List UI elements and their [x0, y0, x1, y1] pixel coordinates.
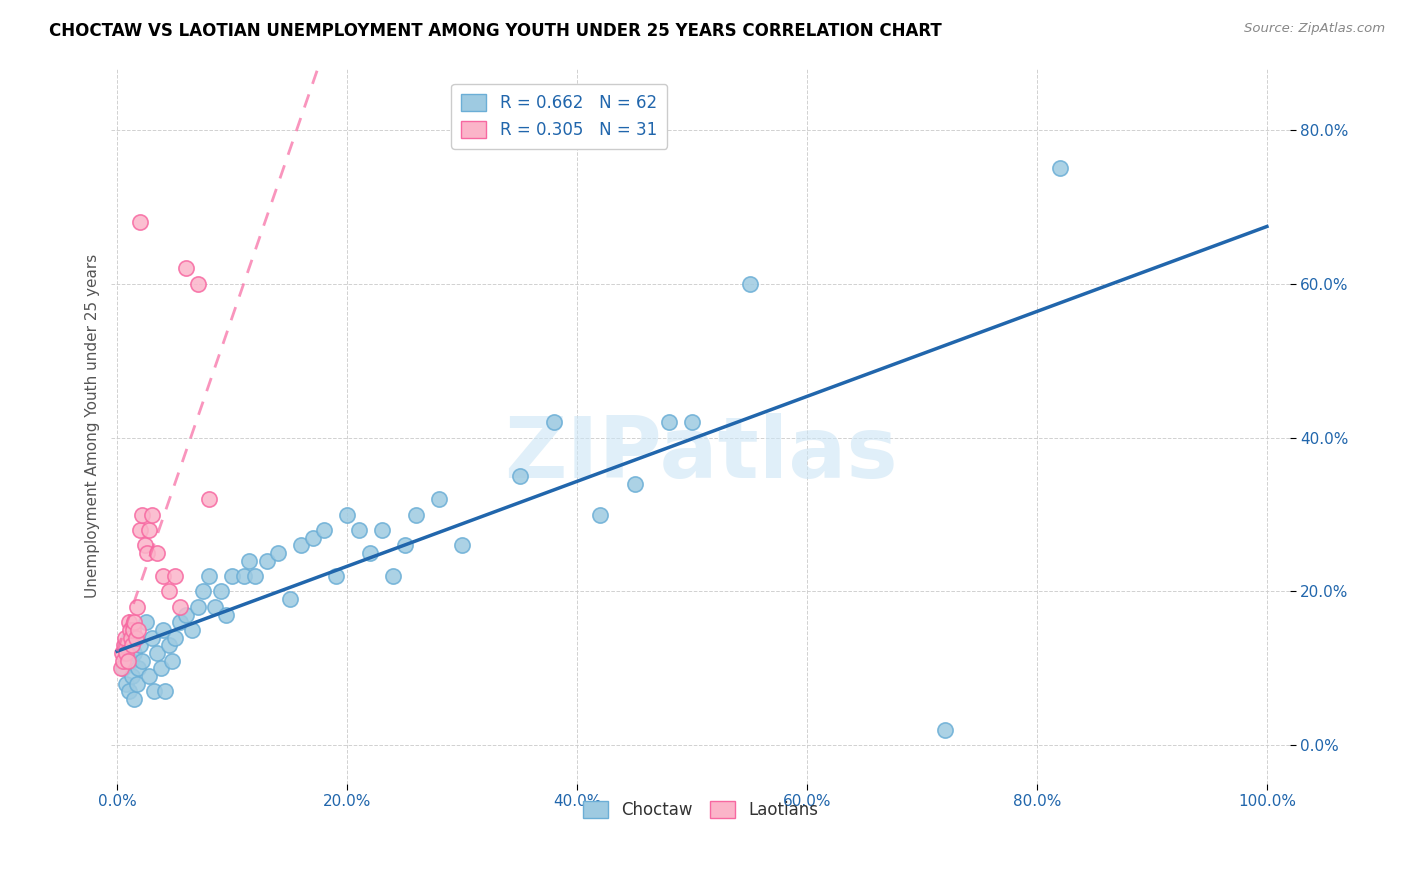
Point — [738, 277, 761, 291]
Point — [681, 415, 703, 429]
Point — [267, 546, 290, 560]
Point — [187, 277, 209, 291]
Point — [146, 546, 169, 560]
Point — [115, 646, 138, 660]
Point — [125, 677, 148, 691]
Text: ZIPatlas: ZIPatlas — [503, 413, 897, 496]
Point — [215, 607, 238, 622]
Point — [124, 692, 146, 706]
Point — [127, 623, 149, 637]
Point — [221, 569, 243, 583]
Point — [111, 661, 134, 675]
Point — [134, 538, 156, 552]
Point — [256, 554, 278, 568]
Point — [155, 684, 177, 698]
Point — [125, 599, 148, 614]
Point — [136, 546, 159, 560]
Text: CHOCTAW VS LAOTIAN UNEMPLOYMENT AMONG YOUTH UNDER 25 YEARS CORRELATION CHART: CHOCTAW VS LAOTIAN UNEMPLOYMENT AMONG YO… — [49, 22, 942, 40]
Y-axis label: Unemployment Among Youth under 25 years: Unemployment Among Youth under 25 years — [86, 254, 100, 599]
Point — [509, 469, 531, 483]
Point — [623, 476, 645, 491]
Point — [124, 646, 146, 660]
Point — [131, 508, 153, 522]
Point — [934, 723, 956, 737]
Point — [198, 492, 221, 507]
Point — [114, 631, 136, 645]
Point — [209, 584, 232, 599]
Point — [193, 584, 215, 599]
Point — [169, 599, 191, 614]
Point — [152, 569, 174, 583]
Point — [301, 531, 323, 545]
Point — [204, 599, 226, 614]
Point — [543, 415, 565, 429]
Point — [141, 631, 163, 645]
Point — [141, 508, 163, 522]
Point — [359, 546, 381, 560]
Point — [382, 569, 405, 583]
Point — [118, 631, 141, 645]
Point — [174, 261, 197, 276]
Point — [169, 615, 191, 630]
Point — [198, 569, 221, 583]
Point — [111, 654, 134, 668]
Point — [187, 599, 209, 614]
Point — [117, 654, 139, 668]
Point — [180, 623, 202, 637]
Point — [138, 523, 160, 537]
Legend: Choctaw, Laotians: Choctaw, Laotians — [576, 794, 825, 825]
Point — [370, 523, 392, 537]
Point — [336, 508, 359, 522]
Point — [115, 677, 138, 691]
Point — [124, 615, 146, 630]
Point — [290, 538, 312, 552]
Point — [174, 607, 197, 622]
Point — [120, 654, 142, 668]
Point — [157, 638, 180, 652]
Point — [121, 638, 143, 652]
Point — [118, 615, 141, 630]
Point — [152, 623, 174, 637]
Point — [451, 538, 474, 552]
Point — [131, 654, 153, 668]
Point — [394, 538, 416, 552]
Point — [278, 592, 301, 607]
Point — [243, 569, 266, 583]
Point — [121, 669, 143, 683]
Point — [325, 569, 347, 583]
Point — [118, 684, 141, 698]
Text: Source: ZipAtlas.com: Source: ZipAtlas.com — [1244, 22, 1385, 36]
Point — [347, 523, 370, 537]
Point — [110, 661, 132, 675]
Point — [118, 623, 141, 637]
Point — [122, 623, 145, 637]
Point — [129, 523, 152, 537]
Point — [162, 654, 184, 668]
Point — [163, 569, 186, 583]
Point — [589, 508, 612, 522]
Point — [146, 646, 169, 660]
Point — [405, 508, 427, 522]
Point — [314, 523, 336, 537]
Point — [129, 215, 152, 229]
Point — [232, 569, 254, 583]
Point — [157, 584, 180, 599]
Point — [135, 615, 157, 630]
Point — [427, 492, 450, 507]
Point — [238, 554, 260, 568]
Point — [142, 684, 165, 698]
Point — [112, 638, 135, 652]
Point — [658, 415, 681, 429]
Point — [124, 631, 146, 645]
Point — [120, 631, 142, 645]
Point — [127, 661, 149, 675]
Point — [149, 661, 172, 675]
Point — [138, 669, 160, 683]
Point — [163, 631, 186, 645]
Point — [114, 638, 136, 652]
Point — [1049, 161, 1071, 176]
Point — [111, 646, 134, 660]
Point — [129, 638, 152, 652]
